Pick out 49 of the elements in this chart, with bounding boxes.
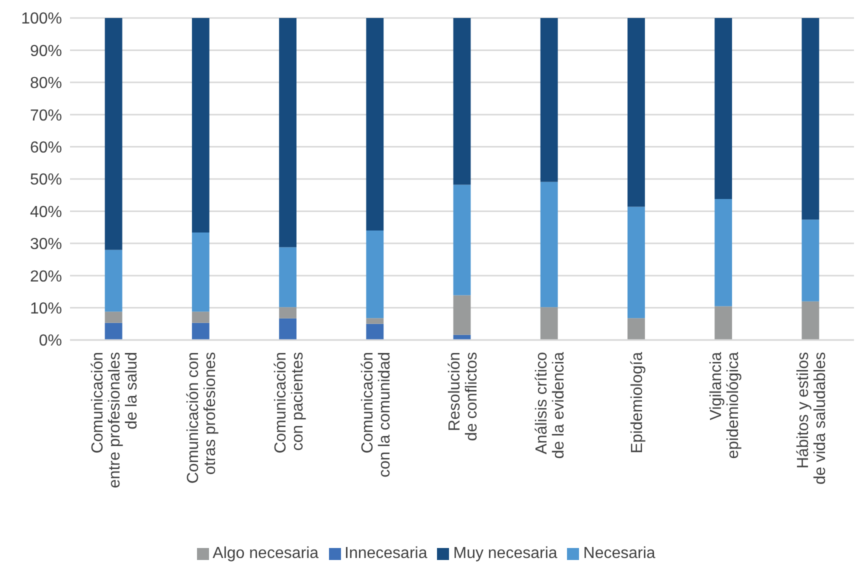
bar <box>104 250 122 312</box>
y-tick-label: 20% <box>30 268 62 286</box>
bar <box>453 18 471 185</box>
x-tick-label: Vigilancia epidemiológica <box>708 352 742 459</box>
y-tick-label: 10% <box>30 300 62 318</box>
bar <box>192 322 210 340</box>
bar <box>802 220 820 302</box>
x-tick-label: Epidemiología <box>629 352 646 454</box>
y-tick-label: 50% <box>30 172 62 189</box>
legend-label: Innecesaria <box>344 545 428 562</box>
bar <box>628 18 645 207</box>
bar <box>104 18 122 250</box>
bar <box>192 232 210 312</box>
bar <box>279 247 296 308</box>
bar <box>714 18 732 199</box>
legend-label: Muy necesaria <box>453 545 558 562</box>
legend-label: Algo necesaria <box>212 545 319 562</box>
bar <box>802 301 820 340</box>
bar <box>366 18 384 231</box>
bar <box>628 318 645 340</box>
bar <box>453 295 471 335</box>
legend-label: Necesaria <box>583 545 656 562</box>
y-tick-label: 30% <box>30 236 62 254</box>
bar <box>279 318 296 340</box>
y-tick-label: 40% <box>30 204 62 221</box>
y-tick-label: 90% <box>30 42 62 60</box>
bar <box>279 18 296 248</box>
bar <box>540 307 558 340</box>
x-tick-label: Comunicación entre profesionales de la salud <box>90 352 141 488</box>
bar <box>540 18 558 182</box>
bar <box>628 206 645 318</box>
bar <box>279 307 296 318</box>
y-tick-label: 0% <box>38 332 62 350</box>
y-tick-label: 80% <box>30 75 62 92</box>
bar <box>802 18 820 220</box>
bar <box>104 312 122 323</box>
bar <box>192 18 210 232</box>
bar <box>366 324 384 340</box>
bar <box>453 184 471 296</box>
y-tick-label: 100% <box>21 10 62 28</box>
bar <box>366 318 384 324</box>
bar <box>192 312 210 323</box>
bar <box>714 198 732 306</box>
y-tick-label: 70% <box>30 107 62 124</box>
bar <box>714 306 732 340</box>
y-tick-label: 60% <box>30 139 62 156</box>
bar <box>540 182 558 308</box>
bar <box>366 230 384 318</box>
bar <box>104 322 122 340</box>
